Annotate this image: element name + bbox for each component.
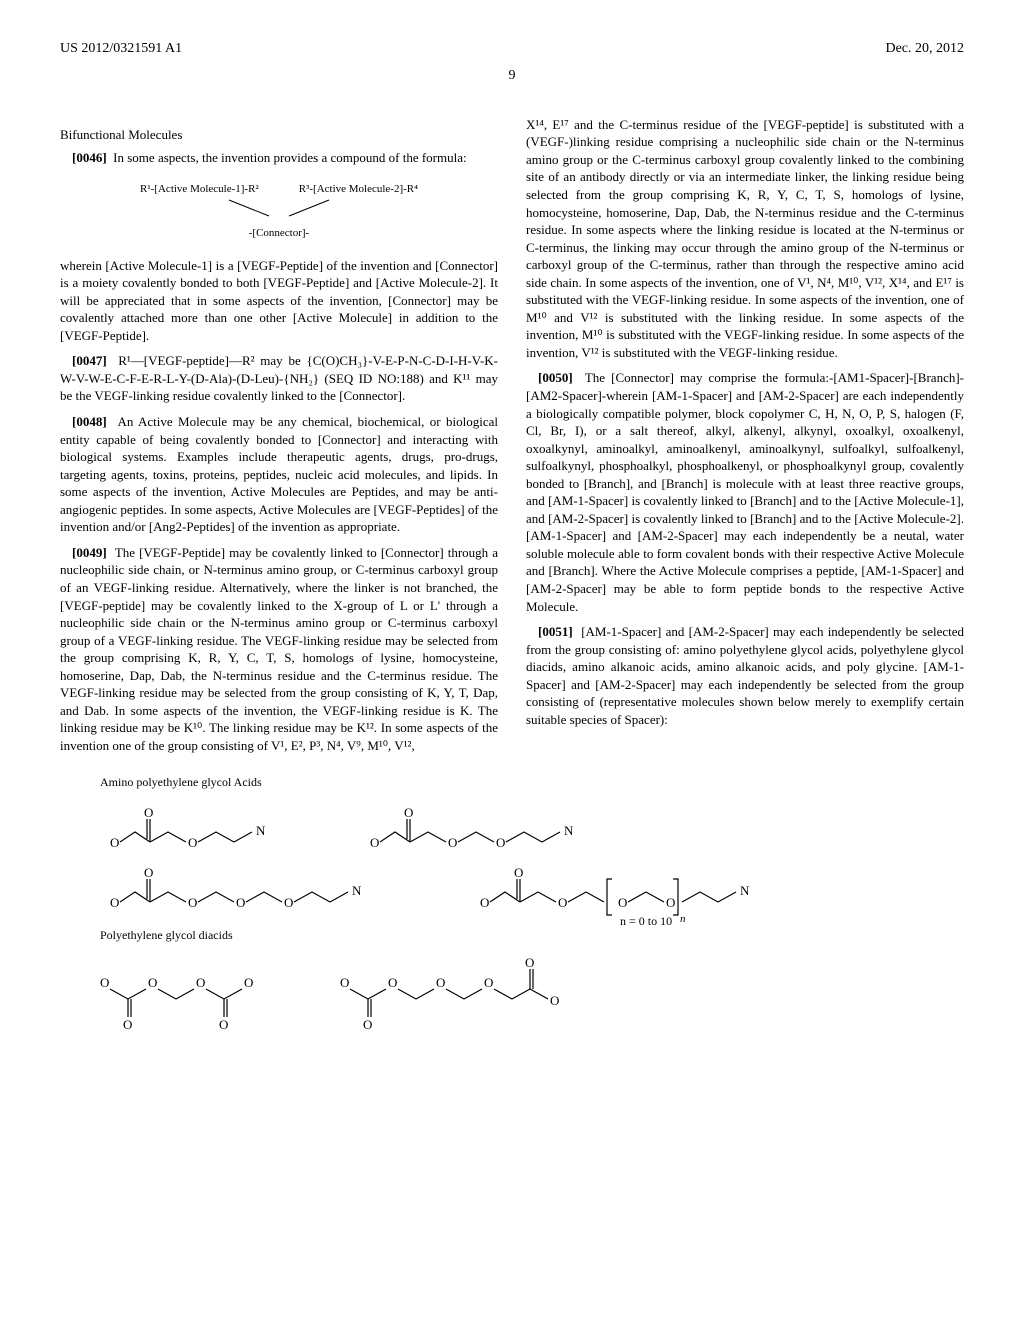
section-title: Bifunctional Molecules <box>60 126 498 144</box>
publication-number: US 2012/0321591 A1 <box>60 40 182 59</box>
svg-text:O: O <box>284 895 293 910</box>
svg-text:O: O <box>196 975 205 990</box>
formula-diagram: R¹-[Active Molecule-1]-R² R³-[Active Mol… <box>60 181 498 243</box>
peg-diacid-structures-icon: O O O O O O O O O <box>60 949 960 1029</box>
para-49-cont: X¹⁴, E¹⁷ and the C-terminus residue of t… <box>526 116 964 362</box>
n-range-label: n = 0 to 10 <box>620 914 672 927</box>
para-text: R¹—[VEGF-peptide]—R² may be {C(O)CH₃}-V-… <box>60 353 498 403</box>
amino-peg-structures-icon: O O O N O O O O <box>60 797 960 927</box>
svg-text:O: O <box>244 975 253 990</box>
svg-text:N: N <box>256 823 266 838</box>
svg-text:N: N <box>564 823 574 838</box>
page-number: 9 <box>60 67 964 86</box>
para-49: [0049] The [VEGF-Peptide] may be covalen… <box>60 544 498 755</box>
para-46: [0046] In some aspects, the invention pr… <box>60 149 498 167</box>
svg-text:N: N <box>740 883 750 898</box>
svg-text:O: O <box>514 865 523 880</box>
chem-label-amino-peg: Amino polyethylene glycol Acids <box>100 774 964 790</box>
publication-date: Dec. 20, 2012 <box>885 40 964 59</box>
svg-text:O: O <box>666 895 675 910</box>
para-47: [0047] R¹—[VEGF-peptide]—R² may be {C(O)… <box>60 352 498 405</box>
svg-text:O: O <box>388 975 397 990</box>
svg-text:O: O <box>219 1017 228 1029</box>
chem-label-peg-diacids: Polyethylene glycol diacids <box>100 927 964 943</box>
svg-text:O: O <box>404 805 413 820</box>
para-num: [0047] <box>72 353 107 368</box>
para-text: In some aspects, the invention provides … <box>113 150 466 165</box>
para-text: The [Connector] may comprise the formula… <box>526 370 964 613</box>
svg-text:O: O <box>110 835 119 850</box>
svg-text:O: O <box>340 975 349 990</box>
svg-text:O: O <box>148 975 157 990</box>
svg-text:O: O <box>448 835 457 850</box>
svg-text:O: O <box>188 895 197 910</box>
svg-text:O: O <box>480 895 489 910</box>
svg-text:O: O <box>484 975 493 990</box>
formula-left: R¹-[Active Molecule-1]-R² <box>140 181 259 199</box>
svg-text:O: O <box>188 835 197 850</box>
para-text: [AM-1-Spacer] and [AM-2-Spacer] may each… <box>526 624 964 727</box>
para-46-after: wherein [Active Molecule-1] is a [VEGF-P… <box>60 257 498 345</box>
svg-text:O: O <box>100 975 109 990</box>
para-num: [0048] <box>72 414 107 429</box>
formula-right: R³-[Active Molecule-2]-R⁴ <box>299 181 418 199</box>
para-48: [0048] An Active Molecule may be any che… <box>60 413 498 536</box>
para-num: [0049] <box>72 545 107 560</box>
svg-text:O: O <box>363 1017 372 1029</box>
svg-text:O: O <box>496 835 505 850</box>
svg-text:n: n <box>680 913 686 925</box>
para-num: [0050] <box>538 370 573 385</box>
formula-connector: -[Connector]- <box>60 225 498 243</box>
body-columns: Bifunctional Molecules [0046] In some as… <box>60 116 964 755</box>
svg-text:O: O <box>558 895 567 910</box>
para-text: The [VEGF-Peptide] may be covalently lin… <box>60 545 498 753</box>
svg-text:O: O <box>370 835 379 850</box>
para-num: [0046] <box>72 150 107 165</box>
para-50: [0050] The [Connector] may comprise the … <box>526 369 964 615</box>
para-text: An Active Molecule may be any chemical, … <box>60 414 498 534</box>
svg-text:O: O <box>618 895 627 910</box>
svg-text:O: O <box>236 895 245 910</box>
para-num: [0051] <box>538 624 573 639</box>
svg-text:O: O <box>144 865 153 880</box>
chemistry-diagrams: Amino polyethylene glycol Acids O O O N … <box>60 774 964 1028</box>
para-51: [0051] [AM-1-Spacer] and [AM-2-Spacer] m… <box>526 623 964 728</box>
svg-text:N: N <box>352 883 362 898</box>
svg-text:O: O <box>525 955 534 970</box>
svg-text:O: O <box>110 895 119 910</box>
svg-text:O: O <box>436 975 445 990</box>
formula-lines-icon <box>169 198 389 222</box>
svg-text:O: O <box>144 805 153 820</box>
svg-text:O: O <box>123 1017 132 1029</box>
svg-text:O: O <box>550 993 559 1008</box>
